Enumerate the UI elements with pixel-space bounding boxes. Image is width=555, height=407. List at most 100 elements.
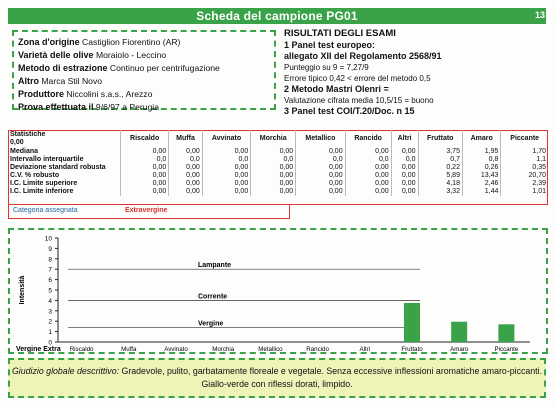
bar xyxy=(451,321,468,342)
x-tick-label: Rancido xyxy=(306,346,329,352)
table-row: Mediana 0,00 0,00 0,00 0,00 0,00 0,00 0,00 3,75 1… xyxy=(8,148,548,156)
score-line: Punteggio su 9 = 7,27/9 xyxy=(284,63,369,72)
y-tick-label: 2 xyxy=(48,319,52,326)
col-header: Morchia xyxy=(250,130,297,148)
col-header: Amaro xyxy=(462,130,502,148)
info-producer: Produttore Niccolini s.a.s., Arezzo xyxy=(18,89,153,99)
sample-info-box: Zona d'origine Castiglion Fiorentino (AR… xyxy=(12,30,276,112)
table-row: C.V. % robusto 0,00 0,00 0,00 0,00 0,00 0,00 0,… xyxy=(8,172,548,180)
table-cell: 0,00 xyxy=(202,180,252,188)
info-origin: Zona d'origine Castiglion Fiorentino (AR… xyxy=(18,37,181,47)
row-label: Intervallo interquartile xyxy=(8,156,121,164)
category-value: Extravergine xyxy=(125,207,168,214)
x-tick-label: Metallico xyxy=(258,346,283,352)
table-cell: 2,46 xyxy=(462,180,502,188)
band-label: Corrente xyxy=(198,293,227,300)
table-cell: 0,00 xyxy=(345,172,392,180)
table-cell: 0,26 xyxy=(462,164,502,172)
panel3-title: 3 Panel test COI/T.20/Doc. n 15 xyxy=(284,106,415,116)
x-tick-label: Piccante xyxy=(495,346,519,352)
col-header: Avvinato xyxy=(202,130,252,148)
table-cell: 3,75 xyxy=(418,148,463,156)
intensity-chart: 0 1 2 3 4 5 6 7 8 9 10 Intensità Lampante Corrente Ver… xyxy=(8,228,548,354)
table-cell: 0,0 xyxy=(202,156,252,164)
table-corner: Statistiche 0,00 xyxy=(8,130,121,148)
table-cell: 0,0 xyxy=(391,156,419,164)
page-number: 13 xyxy=(535,10,546,20)
row-label: Deviazione standard robusta xyxy=(8,164,121,172)
info-extraction: Metodo di estrazione Continuo per centri… xyxy=(18,63,220,73)
y-tick-label: 4 xyxy=(48,298,52,305)
panel1-title: 1 Panel test europeo: xyxy=(284,40,376,50)
x-tick-label: Altri xyxy=(359,346,370,352)
table-cell: 0,00 xyxy=(168,180,203,188)
category-box: Categoria assegnata Extravergine xyxy=(8,205,290,219)
table-cell: 0,00 xyxy=(168,148,203,156)
x-tick-label: Riscaldo xyxy=(70,346,94,352)
band-label: Lampante xyxy=(198,262,231,269)
table-cell: 1,95 xyxy=(462,148,502,156)
table-cell: 0,00 xyxy=(345,180,392,188)
bar xyxy=(498,324,515,342)
table-cell: 20,70 xyxy=(528,172,546,179)
table-cell: 0,00 xyxy=(250,172,297,180)
table-row: I.C. Limite superiore 0,00 0,00 0,00 0,00 0,0… xyxy=(8,180,548,188)
table-cell: 0,0 xyxy=(168,156,203,164)
category-label: Categoria assegnata xyxy=(13,207,78,214)
table-cell: 0,8 xyxy=(462,156,502,164)
y-tick-label: 1 xyxy=(48,329,52,336)
table-cell: 3,32 xyxy=(418,188,463,196)
table-cell: 0,7 xyxy=(418,156,463,164)
table-cell: 0,00 xyxy=(120,148,170,156)
x-tick-label: Muffa xyxy=(121,346,137,352)
y-tick-label: 6 xyxy=(48,277,52,284)
table-cell: 0,22 xyxy=(418,164,463,172)
table-cell: 0,00 xyxy=(120,172,170,180)
table-cell: 0,00 xyxy=(295,188,346,196)
row-label: I.C. Limite superiore xyxy=(8,180,121,188)
intensity-chart-svg: 0 1 2 3 4 5 6 7 8 9 10 Intensità Lampante Corrente Ver… xyxy=(16,236,530,352)
x-tick-label: Amaro xyxy=(450,346,469,352)
table-cell: 1,44 xyxy=(462,188,502,196)
y-tick-label: 8 xyxy=(48,256,52,263)
valuation-line: Valutazione cifrata media 10,5/15 = buon… xyxy=(284,96,434,105)
table-cell: 0,00 xyxy=(120,188,170,196)
bar xyxy=(404,303,420,342)
table-cell: 0,00 xyxy=(202,164,252,172)
global-judgement: Giudizio globale descrittivo: Gradevole,… xyxy=(8,358,546,398)
col-header: Riscaldo xyxy=(120,130,170,148)
table-cell: 13,43 xyxy=(462,172,502,180)
table-cell: 0,0 xyxy=(345,156,392,164)
table-cell: 1,1 xyxy=(536,156,546,163)
table-cell: 0,00 xyxy=(391,148,419,156)
y-tick-label: 9 xyxy=(48,246,52,253)
panel2-title: 2 Metodo Mastri Olenri = xyxy=(284,84,389,94)
table-cell: 0,00 xyxy=(391,188,419,196)
table-cell: 5,89 xyxy=(418,172,463,180)
y-tick-label: 7 xyxy=(48,267,52,274)
table-cell: 0,00 xyxy=(295,172,346,180)
table-cell: 0,00 xyxy=(168,164,203,172)
table-cell: 0,00 xyxy=(202,172,252,180)
table-cell: 0,00 xyxy=(295,164,346,172)
table-cell: 0,00 xyxy=(250,180,297,188)
table-cell: 1,01 xyxy=(532,188,546,195)
table-cell: 0,00 xyxy=(250,148,297,156)
table-row: Deviazione standard robusta 0,00 0,00 0,00 0… xyxy=(8,164,548,172)
x-tick-label: Avvinato xyxy=(164,346,188,352)
col-header: Muffa xyxy=(168,130,203,148)
band-label: Vergine Extra xyxy=(16,346,61,352)
info-other: Altro Marca Stil Novo xyxy=(18,76,103,86)
table-cell: 0,00 xyxy=(120,180,170,188)
y-tick-label: 10 xyxy=(45,236,53,243)
x-tick-label: Fruttato xyxy=(401,346,423,352)
table-cell: 2,39 xyxy=(532,180,546,187)
col-header: Fruttato xyxy=(418,130,463,148)
y-tick-label: 3 xyxy=(48,308,52,315)
judgement-line-2: Giallo-verde con riflessi dorati, limpid… xyxy=(201,379,353,389)
table-row: I.C. Limite inferiore 0,00 0,00 0,00 0,00 0,0… xyxy=(8,188,548,196)
y-axis-label: Intensità xyxy=(19,276,26,305)
table-cell: 0,00 xyxy=(202,188,252,196)
row-label: Mediana xyxy=(8,148,121,156)
